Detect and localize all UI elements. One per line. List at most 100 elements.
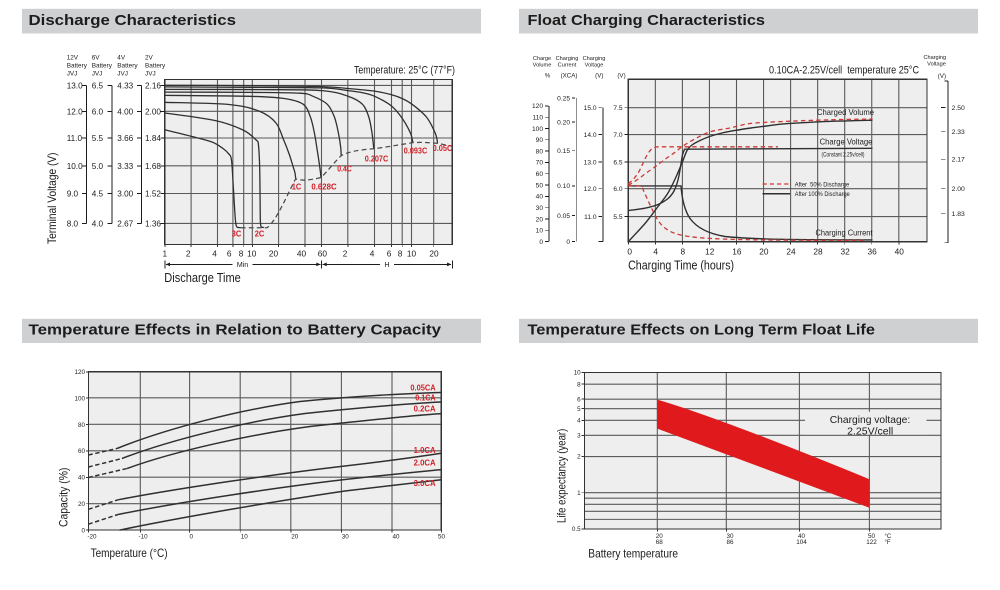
svg-text:40: 40: [536, 194, 544, 201]
svg-text:6.0: 6.0: [92, 107, 104, 116]
svg-text:8.0: 8.0: [67, 219, 79, 228]
svg-text:JVJ: JVJ: [117, 71, 128, 78]
svg-text:28: 28: [813, 246, 823, 256]
svg-text:°C: °C: [885, 534, 892, 540]
svg-text:12.0: 12.0: [584, 186, 597, 193]
svg-text:4.33: 4.33: [117, 81, 133, 90]
svg-text:2.50: 2.50: [952, 105, 965, 112]
svg-text:JVJ: JVJ: [67, 71, 78, 78]
svg-text:After 50% Discharge: After 50% Discharge: [795, 181, 850, 188]
svg-text:10: 10: [407, 249, 417, 259]
svg-text:60: 60: [78, 448, 86, 455]
svg-text:2.00: 2.00: [952, 186, 965, 193]
svg-text:0.1CA: 0.1CA: [415, 394, 436, 403]
svg-text:122: 122: [866, 539, 877, 546]
svg-text:2.17: 2.17: [952, 157, 965, 164]
svg-text:4: 4: [577, 418, 581, 425]
svg-text:50: 50: [536, 182, 544, 189]
svg-text:(XCA): (XCA): [561, 73, 578, 80]
svg-text:5: 5: [577, 406, 581, 413]
svg-text:7.0: 7.0: [613, 132, 622, 139]
svg-text:6V: 6V: [92, 55, 101, 62]
svg-text:-10: -10: [139, 534, 149, 541]
svg-text:%: %: [545, 73, 551, 80]
svg-text:0: 0: [566, 239, 570, 246]
svg-text:90: 90: [536, 137, 544, 144]
svg-text:0: 0: [627, 246, 632, 256]
svg-text:4.00: 4.00: [117, 107, 133, 116]
svg-text:10: 10: [241, 534, 249, 541]
svg-text:10: 10: [574, 370, 582, 377]
svg-text:0: 0: [539, 239, 543, 246]
svg-text:1.36: 1.36: [145, 219, 161, 228]
svg-text:120: 120: [532, 103, 543, 110]
svg-text:Temperature: 25°C (77°F): Temperature: 25°C (77°F): [354, 65, 455, 77]
svg-text:(V): (V): [617, 73, 625, 80]
svg-text:2.0CA: 2.0CA: [414, 458, 436, 467]
svg-text:30: 30: [342, 534, 350, 541]
svg-text:Temperature Effects in Relatio: Temperature Effects in Relation to Batte…: [29, 322, 442, 338]
svg-text:6: 6: [577, 396, 581, 403]
svg-text:100: 100: [74, 395, 85, 402]
svg-text:20: 20: [759, 246, 769, 256]
svg-text:3.66: 3.66: [117, 134, 133, 143]
svg-text:-20: -20: [87, 534, 97, 541]
svg-text:Charging: Charging: [583, 56, 606, 62]
svg-text:(V): (V): [938, 73, 946, 80]
svg-text:3.00: 3.00: [117, 190, 133, 199]
svg-text:JVJ: JVJ: [92, 71, 103, 78]
svg-text:7.5: 7.5: [613, 105, 622, 112]
svg-text:24: 24: [786, 246, 796, 256]
svg-text:3C: 3C: [232, 229, 242, 238]
svg-text:0.15: 0.15: [557, 148, 570, 155]
svg-text:80: 80: [536, 148, 544, 155]
svg-text:120: 120: [74, 369, 85, 376]
svg-text:1.84: 1.84: [145, 134, 161, 143]
svg-text:Charged Volume: Charged Volume: [817, 107, 874, 117]
svg-text:4.5: 4.5: [92, 190, 104, 199]
svg-text:Battery temperature: Battery temperature: [588, 547, 678, 561]
svg-text:0.20: 0.20: [557, 119, 570, 126]
svg-text:6.5: 6.5: [613, 159, 622, 166]
svg-text:Battery: Battery: [145, 63, 166, 70]
svg-text:Battery: Battery: [92, 63, 113, 70]
svg-text:5.5: 5.5: [92, 134, 104, 143]
svg-text:5.0: 5.0: [92, 162, 104, 171]
svg-text:86: 86: [726, 539, 734, 546]
svg-text:0.2CA: 0.2CA: [414, 405, 436, 414]
svg-text:20: 20: [291, 534, 299, 541]
svg-text:40: 40: [798, 533, 806, 540]
svg-text:11.0: 11.0: [584, 214, 597, 221]
svg-text:1C: 1C: [292, 183, 302, 192]
svg-text:0.207C: 0.207C: [365, 154, 389, 163]
svg-text:2V: 2V: [145, 55, 154, 62]
svg-text:1.0CA: 1.0CA: [414, 446, 436, 455]
svg-text:15.0: 15.0: [584, 105, 597, 112]
svg-text:1.52: 1.52: [145, 190, 161, 199]
svg-text:Charging: Charging: [556, 56, 579, 62]
svg-text:4: 4: [212, 249, 217, 259]
svg-text:2C: 2C: [255, 229, 265, 238]
svg-text:Min: Min: [237, 260, 249, 269]
svg-text:0.05C: 0.05C: [433, 144, 453, 153]
svg-text:50: 50: [438, 534, 446, 541]
svg-text:Battery: Battery: [67, 63, 88, 70]
svg-text:2.67: 2.67: [117, 219, 133, 228]
svg-text:2.16: 2.16: [145, 81, 161, 90]
svg-text:0.05CA: 0.05CA: [410, 384, 435, 393]
svg-text:60: 60: [536, 171, 544, 178]
svg-text:16: 16: [732, 246, 742, 256]
svg-text:Discharge Time: Discharge Time: [164, 271, 241, 285]
svg-text:0: 0: [81, 527, 85, 534]
svg-text:32: 32: [840, 246, 850, 256]
svg-text:6.5: 6.5: [92, 81, 104, 90]
svg-text:100: 100: [532, 126, 543, 133]
svg-text:0.25: 0.25: [557, 95, 570, 102]
svg-text:40: 40: [297, 249, 307, 259]
svg-text:14.0: 14.0: [584, 132, 597, 139]
svg-text:H: H: [384, 260, 389, 269]
svg-text:Charge: Charge: [533, 56, 551, 62]
svg-text:12.0: 12.0: [67, 107, 83, 116]
svg-text:Voltage: Voltage: [927, 62, 946, 68]
svg-text:Charging Time (hours): Charging Time (hours): [628, 258, 734, 272]
